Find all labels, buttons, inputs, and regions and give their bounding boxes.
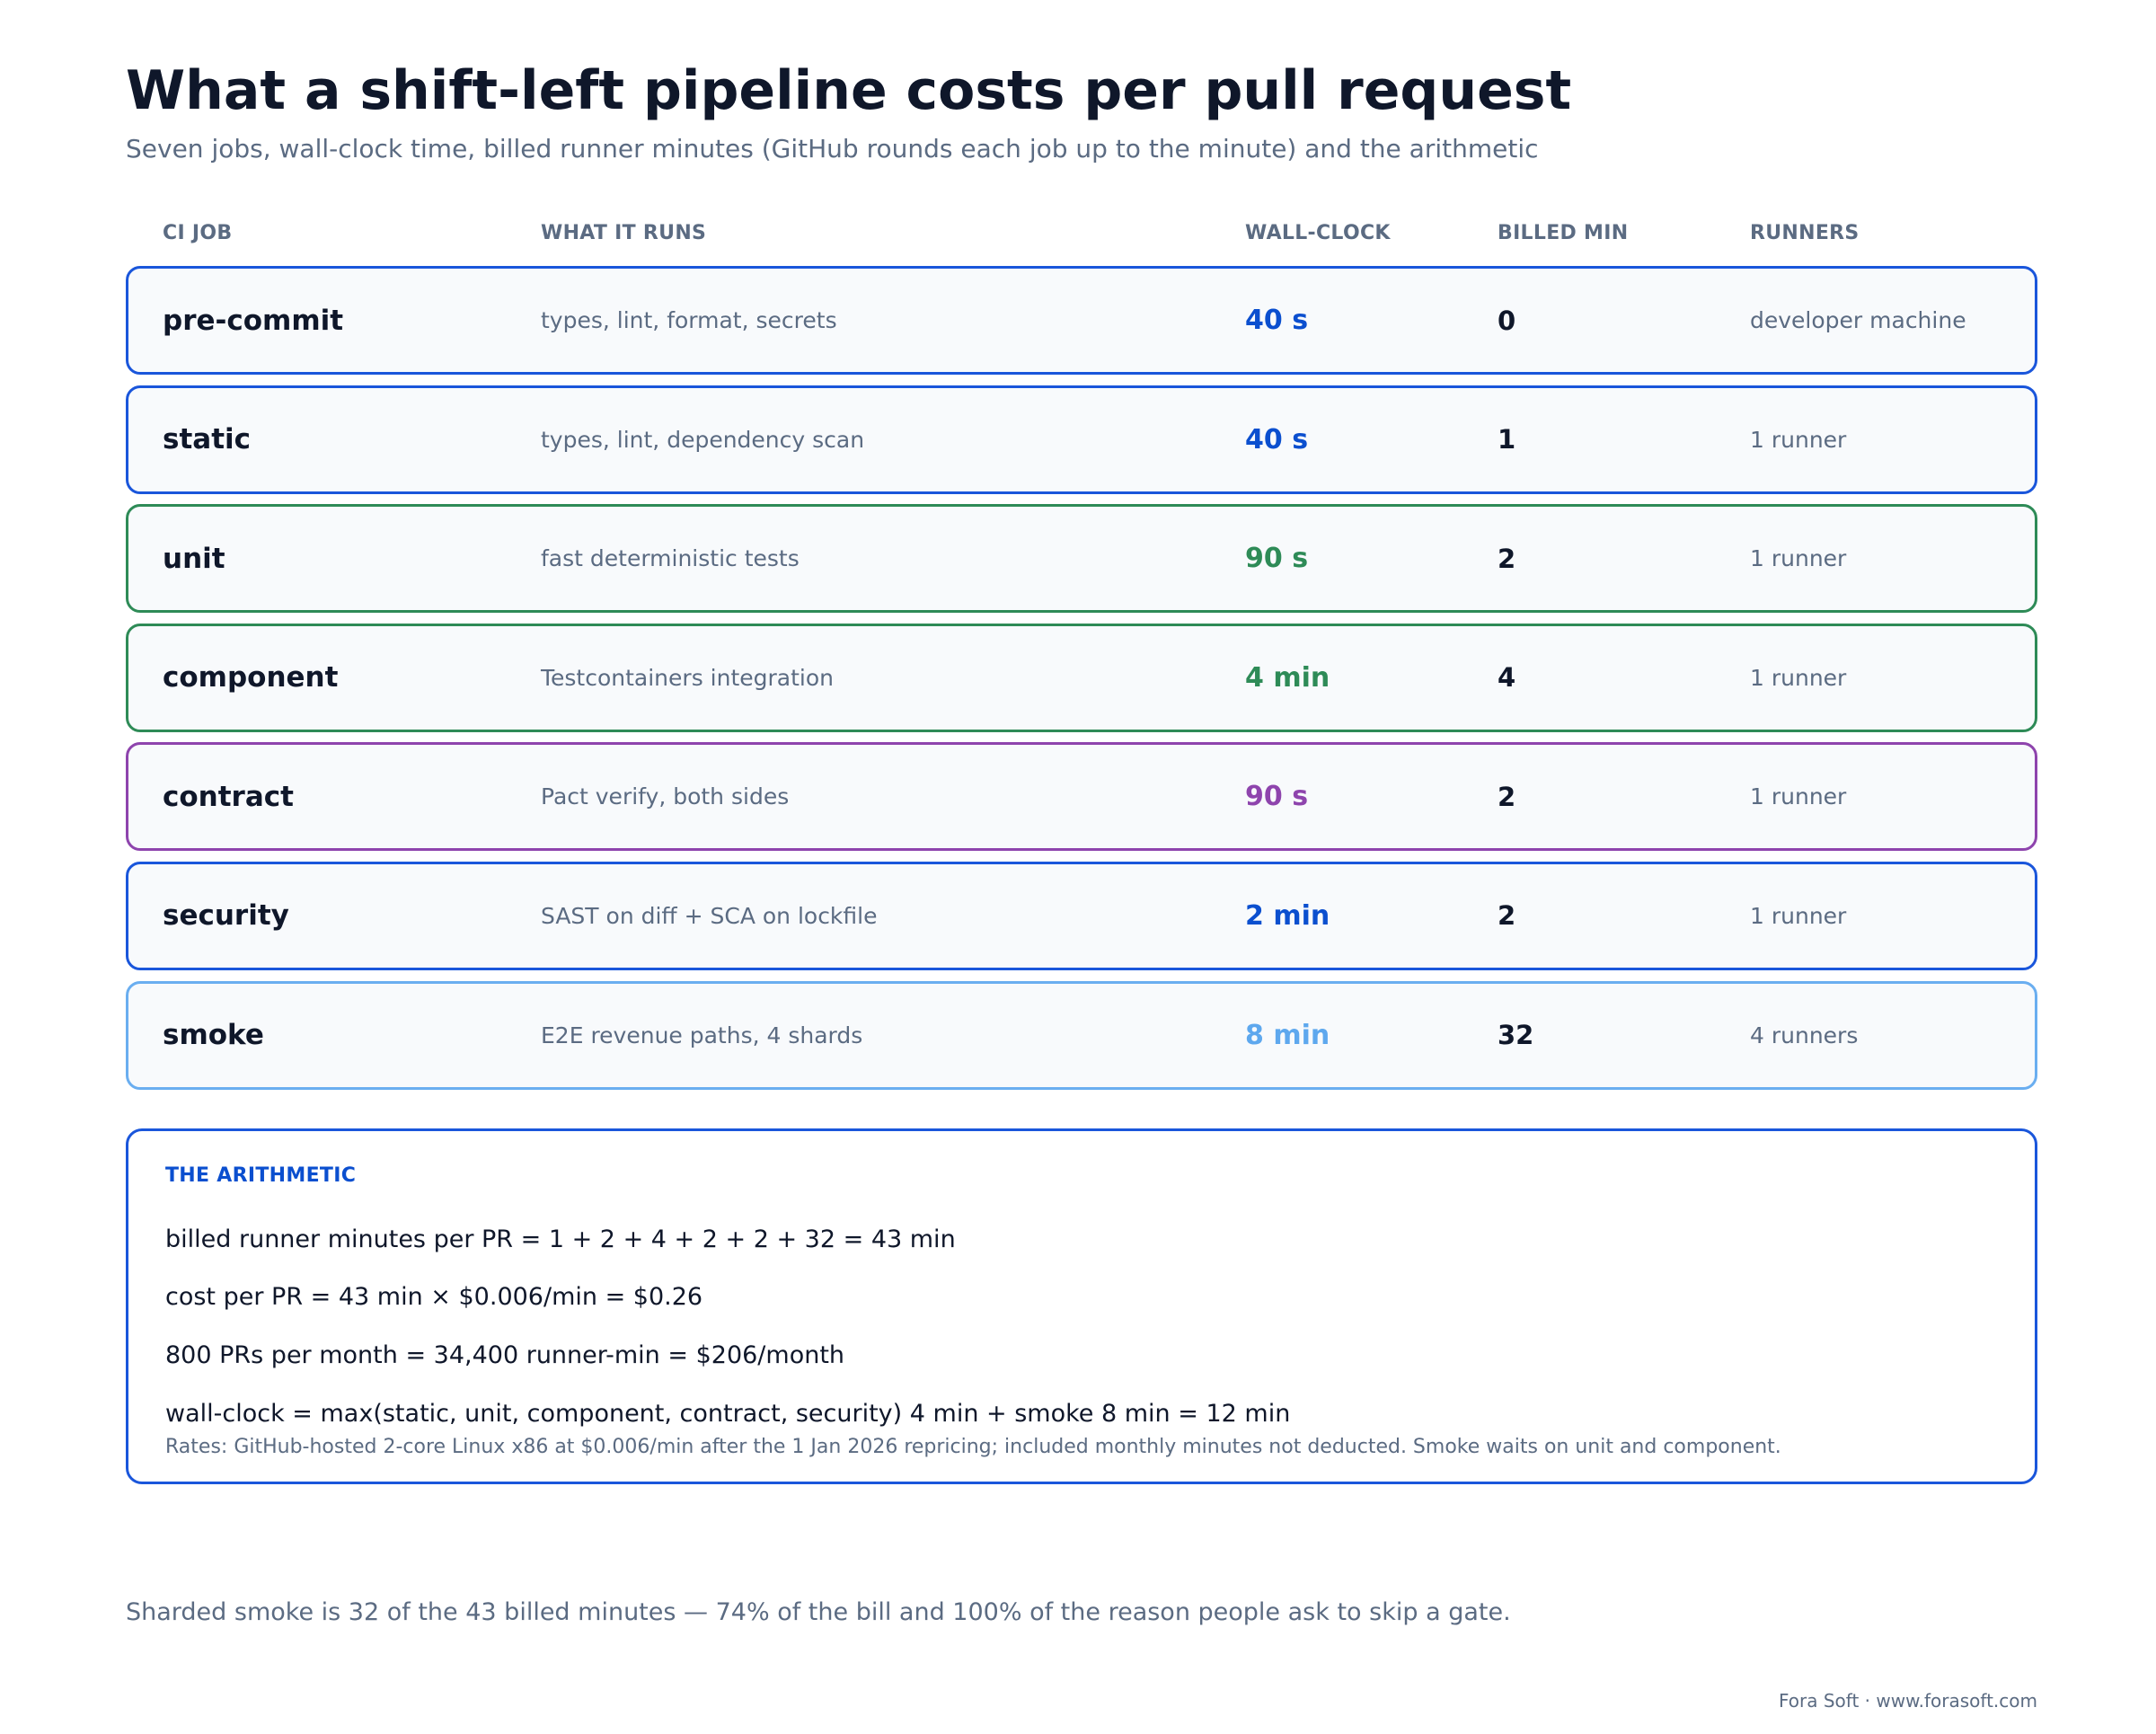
- job-wall-clock: 40 s: [1245, 305, 1309, 336]
- job-billed-minutes: 32: [1498, 1020, 1534, 1051]
- job-row-component: component Testcontainers integration 4 m…: [126, 623, 2037, 732]
- job-billed-minutes: 0: [1498, 305, 1516, 336]
- job-name: security: [163, 899, 289, 933]
- job-row-unit: unit fast deterministic tests 90 s 2 1 r…: [126, 504, 2037, 614]
- job-description: E2E revenue paths, 4 shards: [541, 1022, 863, 1048]
- job-wall-clock: 90 s: [1245, 781, 1309, 813]
- job-wall-clock: 8 min: [1245, 1019, 1330, 1051]
- job-runners: developer machine: [1750, 307, 1966, 333]
- job-description: fast deterministic tests: [541, 545, 800, 572]
- job-description: Pact verify, both sides: [541, 783, 790, 810]
- column-header-ci-job: CI JOB: [163, 222, 233, 244]
- job-runners: 4 runners: [1750, 1022, 1859, 1048]
- arithmetic-line-cost-per-pr: cost per PR = 43 min × $0.006/min = $0.2…: [165, 1283, 703, 1311]
- arithmetic-line-wall-clock: wall-clock = max(static, unit, component…: [165, 1400, 1291, 1428]
- job-runners: 1 runner: [1750, 664, 1847, 691]
- credit-line: Fora Soft · www.forasoft.com: [1778, 1690, 2037, 1712]
- column-header-what-it-runs: WHAT IT RUNS: [541, 222, 707, 244]
- job-runners: 1 runner: [1750, 545, 1847, 572]
- job-name: pre-commit: [163, 304, 344, 337]
- job-row-smoke: smoke E2E revenue paths, 4 shards 8 min …: [126, 980, 2037, 1090]
- job-wall-clock: 4 min: [1245, 661, 1330, 694]
- column-header-billed-min: BILLED MIN: [1498, 222, 1629, 244]
- arithmetic-rates-note: Rates: GitHub-hosted 2-core Linux x86 at…: [165, 1436, 1781, 1458]
- job-row-pre-commit: pre-commit types, lint, format, secrets …: [126, 266, 2037, 375]
- job-name: contract: [163, 780, 294, 813]
- page-subtitle: Seven jobs, wall-clock time, billed runn…: [126, 134, 1539, 164]
- job-billed-minutes: 1: [1498, 424, 1516, 456]
- job-description: types, lint, format, secrets: [541, 307, 837, 333]
- job-runners: 1 runner: [1750, 783, 1847, 810]
- arithmetic-line-monthly-cost: 800 PRs per month = 34,400 runner-min = …: [165, 1341, 845, 1369]
- job-row-static: static types, lint, dependency scan 40 s…: [126, 385, 2037, 494]
- job-name: smoke: [163, 1019, 264, 1052]
- job-name: component: [163, 661, 339, 694]
- arithmetic-title: THE ARITHMETIC: [165, 1164, 357, 1187]
- job-runners: 1 runner: [1750, 426, 1847, 453]
- summary-footnote: Sharded smoke is 32 of the 43 billed min…: [126, 1598, 1511, 1626]
- job-billed-minutes: 2: [1498, 781, 1516, 812]
- job-row-security: security SAST on diff + SCA on lockfile …: [126, 861, 2037, 970]
- arithmetic-panel: THE ARITHMETIC billed runner minutes per…: [126, 1128, 2037, 1484]
- column-header-wall-clock: WALL-CLOCK: [1245, 222, 1391, 244]
- job-billed-minutes: 2: [1498, 900, 1516, 932]
- job-description: Testcontainers integration: [541, 664, 834, 691]
- page-title: What a shift-left pipeline costs per pul…: [126, 59, 1572, 122]
- column-header-runners: RUNNERS: [1750, 222, 1860, 244]
- job-wall-clock: 2 min: [1245, 899, 1330, 932]
- arithmetic-line-billed-minutes: billed runner minutes per PR = 1 + 2 + 4…: [165, 1225, 956, 1253]
- job-name: unit: [163, 542, 225, 575]
- job-billed-minutes: 2: [1498, 543, 1516, 574]
- jobs-table: pre-commit types, lint, format, secrets …: [126, 266, 2037, 1100]
- job-name: static: [163, 423, 252, 456]
- job-description: SAST on diff + SCA on lockfile: [541, 902, 878, 929]
- job-billed-minutes: 4: [1498, 662, 1516, 694]
- job-wall-clock: 40 s: [1245, 423, 1309, 456]
- job-wall-clock: 90 s: [1245, 543, 1309, 575]
- job-row-contract: contract Pact verify, both sides 90 s 2 …: [126, 742, 2037, 852]
- job-runners: 1 runner: [1750, 902, 1847, 929]
- job-description: types, lint, dependency scan: [541, 426, 865, 453]
